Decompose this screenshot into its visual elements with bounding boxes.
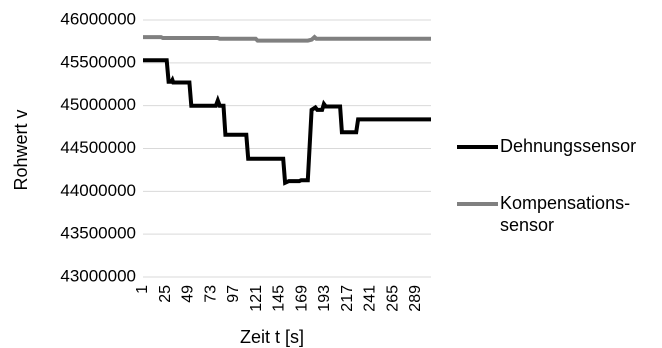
y-tick-label: 43500000 [60, 224, 136, 243]
x-tick-label: 241 [362, 285, 379, 312]
x-tick-labels: 1 25 49 73 97 121 145 169 193 217 241 265 289 [134, 285, 424, 312]
y-axis-title: Rohwert v [11, 109, 31, 190]
x-tick-label: 145 [271, 285, 288, 312]
series-line-dehnungssensor [143, 58, 431, 186]
y-tick-label: 44000000 [60, 181, 136, 200]
legend: Dehnungssensor Kompensations-sensor [457, 136, 636, 235]
y-tick-label: 44500000 [60, 138, 136, 157]
x-tick-label: 121 [248, 285, 265, 312]
series-line-kompensationssensor [143, 34, 431, 43]
x-tick-label: 73 [202, 285, 219, 303]
series-lines [143, 34, 431, 186]
x-tick-label: 1 [134, 285, 151, 294]
x-tick-label: 217 [339, 285, 356, 312]
y-tick-label: 45500000 [60, 52, 136, 71]
x-tick-label: 97 [225, 285, 242, 303]
y-tick-label: 43000000 [60, 266, 136, 285]
x-axis-title: Zeit t [s] [240, 327, 304, 347]
x-tick-label: 193 [316, 285, 333, 312]
x-tick-label: 265 [384, 285, 401, 312]
gridlines [143, 19, 431, 278]
legend-label-dehnungssensor: Dehnungssensor [500, 136, 636, 156]
x-tick-label: 25 [157, 285, 174, 303]
x-tick-label: 49 [180, 285, 197, 303]
y-tick-label: 45000000 [60, 95, 136, 114]
legend-label-kompensationssensor: Kompensations-sensor [500, 193, 630, 235]
x-tick-label: 169 [293, 285, 310, 312]
y-tick-labels: 43000000 43500000 44000000 44500000 45000000… [60, 9, 136, 285]
y-tick-label: 46000000 [60, 9, 136, 28]
x-tick-label: 289 [407, 285, 424, 312]
